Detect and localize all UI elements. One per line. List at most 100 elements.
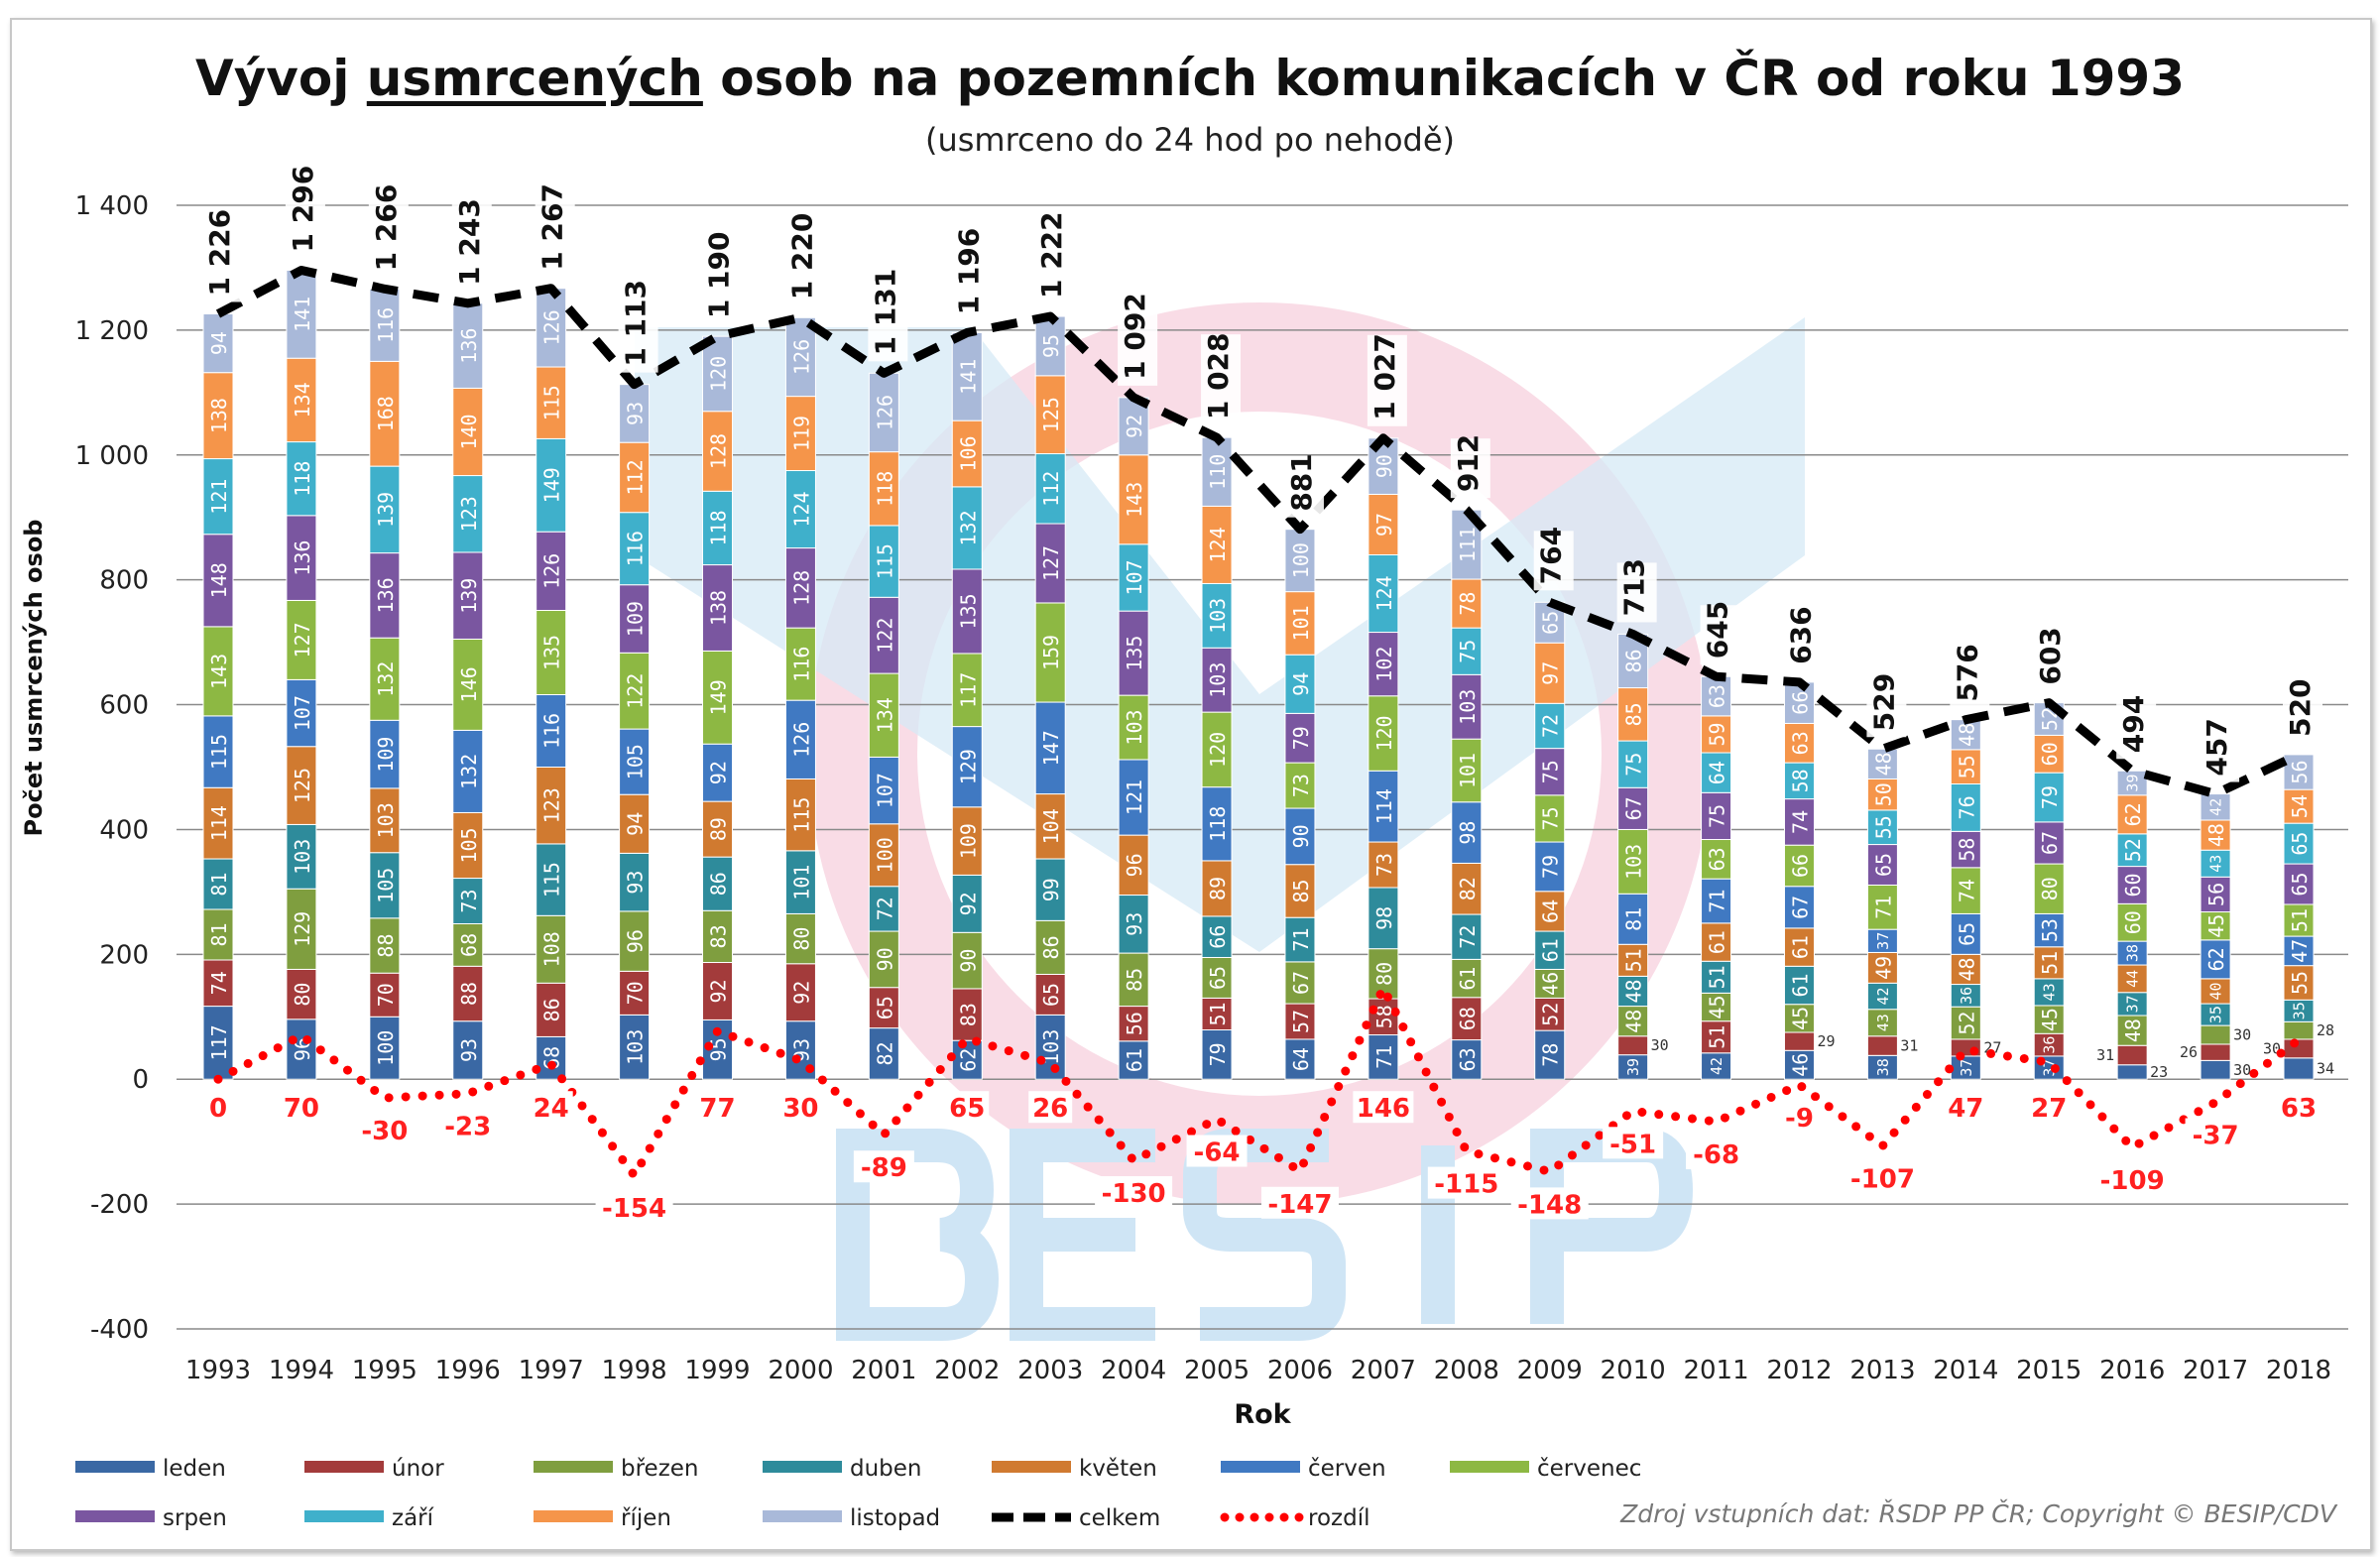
bar-segment-červenec xyxy=(1950,867,1981,914)
difference-label: -51 xyxy=(1609,1130,1656,1159)
bar-segment-label: 110 xyxy=(1206,454,1230,490)
bar-segment-label: 62 xyxy=(956,1048,980,1072)
bar-segment-label: 39 xyxy=(1624,1058,1642,1076)
bar-segment-květen xyxy=(286,746,317,825)
y-tick-label: 0 xyxy=(132,1065,149,1095)
bar-segment-label: 23 xyxy=(2150,1063,2168,1081)
bar-segment-label: 95 xyxy=(1039,334,1063,358)
bar-segment-label: 116 xyxy=(789,647,813,682)
bar-segment-leden xyxy=(1201,1028,1233,1080)
difference-label-bg xyxy=(529,1091,573,1124)
bar-segment-label: 70 xyxy=(374,983,398,1007)
bar-segment-červenec xyxy=(2033,863,2065,914)
bar-segment-label: 59 xyxy=(1706,722,1729,746)
bar-segment-duben xyxy=(1701,960,1732,994)
bar-segment-srpen xyxy=(2200,876,2231,913)
bar-segment-říjen xyxy=(1368,493,1399,555)
difference-label: -30 xyxy=(361,1117,408,1146)
total-label: 1 267 xyxy=(536,183,569,271)
bar-segment-label: 48 xyxy=(1955,957,1978,981)
bar-segment-leden xyxy=(619,1014,651,1080)
bar-segment-label: 85 xyxy=(1289,879,1313,902)
x-tick-label: 2002 xyxy=(934,1356,1000,1385)
y-tick-label: -400 xyxy=(90,1315,149,1345)
difference-label: 47 xyxy=(1948,1094,1983,1124)
bar-segment-label: 126 xyxy=(789,722,813,758)
bar-segment-label: 93 xyxy=(1123,912,1146,936)
chart-title: Vývoj usmrcených osob na pozemních komun… xyxy=(0,50,2380,107)
bar-segment-listopad xyxy=(1950,719,1981,751)
bar-segment-label: 120 xyxy=(1206,732,1230,768)
bar-segment-únor xyxy=(1534,997,1566,1031)
total-label-bg xyxy=(2200,722,2240,782)
bar-segment-září xyxy=(202,458,234,536)
bar-segment-label: 112 xyxy=(624,459,648,495)
title-part: Vývoj xyxy=(195,50,367,107)
bar-segment-červen xyxy=(536,693,567,768)
bar-segment-label: 67 xyxy=(1289,971,1313,995)
bar-segment-říjen xyxy=(1866,778,1898,811)
bar-segment-leden xyxy=(536,1035,567,1080)
total-label: 1 113 xyxy=(620,280,653,367)
bar-segment-label: 68 xyxy=(1456,1007,1480,1030)
bar-segment-label: 79 xyxy=(1539,855,1563,879)
bar-segment-listopad xyxy=(1866,748,1898,779)
bar-segment-říjen xyxy=(2116,794,2148,835)
bar-segment-label: 125 xyxy=(291,768,314,803)
bar-segment-label: 67 xyxy=(2038,831,2062,855)
bar-segment-duben xyxy=(369,852,401,919)
bar-segment-červenec xyxy=(1368,695,1399,772)
bar-segment-label: 86 xyxy=(707,872,731,896)
bar-segment-label: 118 xyxy=(873,471,896,507)
bar-segment-label: 75 xyxy=(1539,760,1563,783)
bar-segment-květen xyxy=(1783,927,1815,967)
x-tick-label: 1996 xyxy=(435,1356,501,1385)
total-label: 645 xyxy=(1702,601,1734,659)
bar-segment-label: 45 xyxy=(2038,1008,2062,1031)
difference-label-bg xyxy=(2185,1118,2246,1150)
bar-segment-září xyxy=(702,490,734,566)
bar-segment-únor xyxy=(951,988,983,1041)
bar-segment-říjen xyxy=(784,396,816,472)
bar-segment-březen xyxy=(1534,968,1566,999)
bar-segment-label: 65 xyxy=(1871,853,1895,877)
bar-segment-label: 51 xyxy=(1706,965,1729,989)
bar-segment-label: 98 xyxy=(1372,906,1396,930)
bar-segment-červenec xyxy=(1451,738,1483,803)
total-label: 1 226 xyxy=(203,209,236,297)
bar-segment-label: 109 xyxy=(374,737,398,773)
bar-segment-label: 37 xyxy=(2124,995,2142,1013)
bar-segment-label: 86 xyxy=(540,998,564,1021)
bar-segment-srpen xyxy=(1534,748,1566,796)
bar-segment-label: 97 xyxy=(1539,661,1563,685)
bar-segment-říjen xyxy=(1783,722,1815,764)
bar-segment-květen xyxy=(1451,862,1483,915)
total-label: 1 266 xyxy=(370,184,403,272)
total-label-bg xyxy=(784,214,825,306)
bar-segment-label: 65 xyxy=(2288,872,2312,896)
difference-label: -68 xyxy=(1693,1140,1739,1170)
legend-label: říjen xyxy=(621,1505,671,1531)
bar-segment-červen xyxy=(286,678,317,748)
bar-segment-červenec xyxy=(202,626,234,717)
x-tick-label: 2010 xyxy=(1601,1356,1666,1385)
bar-segment-leden xyxy=(2200,1059,2231,1080)
bar-segment-label: 51 xyxy=(2038,951,2062,975)
bar-segment-label: 66 xyxy=(1788,691,1812,715)
bar-segment-leden xyxy=(1451,1039,1483,1080)
bar-segment-březen xyxy=(452,922,484,967)
total-label: 636 xyxy=(1784,606,1817,663)
legend-label: březen xyxy=(621,1456,699,1482)
bar-segment-label: 58 xyxy=(1788,769,1812,792)
bar-segment-label: 106 xyxy=(956,435,980,471)
y-tick-label: 200 xyxy=(99,940,149,970)
bar-segment-září xyxy=(1950,782,1981,832)
bar-segment-září xyxy=(369,465,401,554)
y-tick-label: -200 xyxy=(90,1190,149,1220)
x-tick-label: 2001 xyxy=(851,1356,916,1385)
bar-segment-duben xyxy=(1034,858,1066,921)
y-tick-label: 600 xyxy=(99,691,149,721)
difference-label-bg xyxy=(1260,1186,1339,1219)
total-label-bg xyxy=(202,210,242,302)
bar-segment-březen xyxy=(2033,1005,2065,1034)
